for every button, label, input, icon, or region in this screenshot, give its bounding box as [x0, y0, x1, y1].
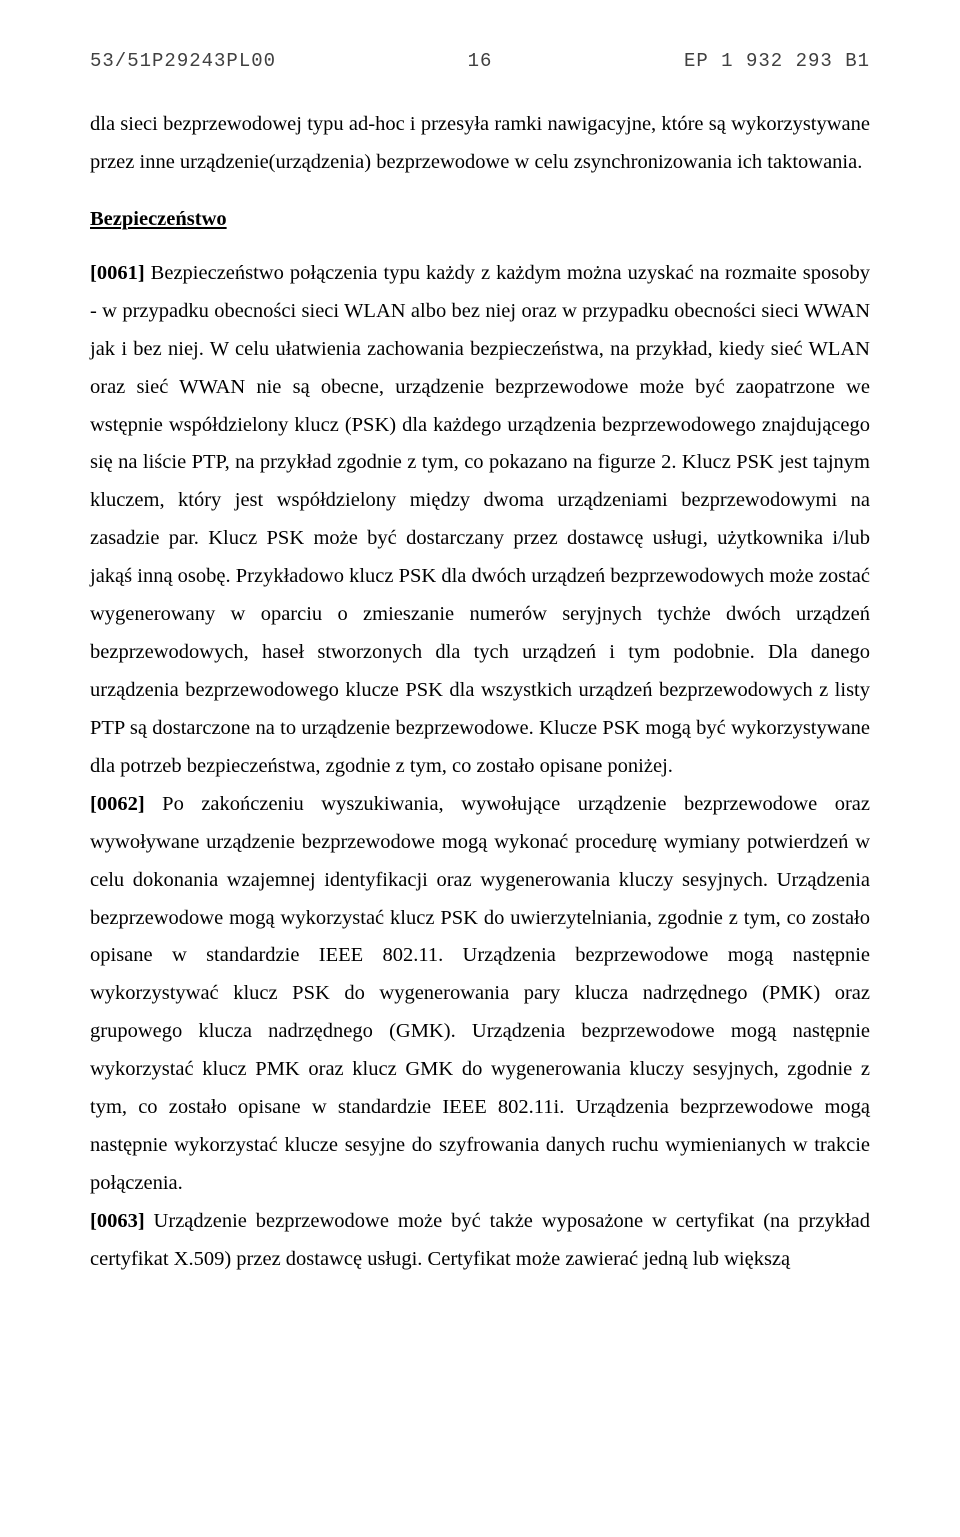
paragraph-0062: [0062] Po zakończeniu wyszukiwania, wywo… — [90, 786, 870, 1203]
para-body-0063: Urządzenie bezprzewodowe może być także … — [90, 1210, 870, 1270]
para-body-0061: Bezpieczeństwo połączenia typu każdy z k… — [90, 262, 870, 777]
section-heading-security: Bezpieczeństwo — [90, 208, 870, 231]
para-num-0062: [0062] — [90, 793, 145, 815]
paragraph-0061: [0061] Bezpieczeństwo połączenia typu ka… — [90, 255, 870, 786]
para-num-0061: [0061] — [90, 262, 145, 284]
header-doc-id: 53/51P29243PL00 — [90, 50, 276, 72]
para-body-0062: Po zakończeniu wyszukiwania, wywołujące … — [90, 793, 870, 1194]
page-header: 53/51P29243PL00 16 EP 1 932 293 B1 — [90, 50, 870, 72]
page: 53/51P29243PL00 16 EP 1 932 293 B1 dla s… — [0, 0, 960, 1329]
para-num-0063: [0063] — [90, 1210, 145, 1232]
header-page-number: 16 — [468, 50, 493, 72]
paragraph-0063: [0063] Urządzenie bezprzewodowe może być… — [90, 1203, 870, 1279]
header-patent-id: EP 1 932 293 B1 — [684, 50, 870, 72]
continuation-paragraph: dla sieci bezprzewodowej typu ad-hoc i p… — [90, 106, 870, 182]
